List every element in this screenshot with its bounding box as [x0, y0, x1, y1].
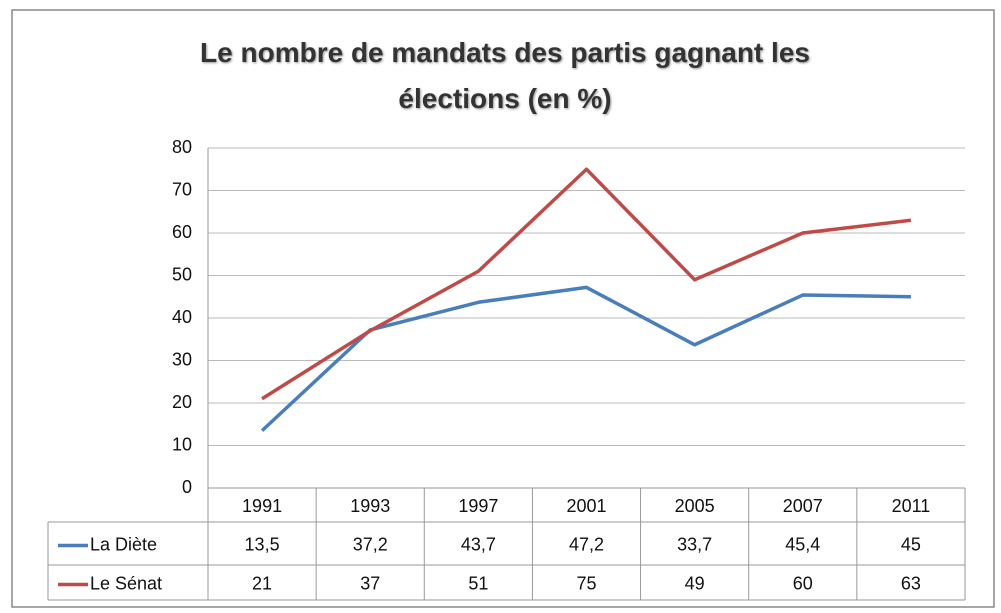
y-tick-label: 70	[172, 179, 192, 199]
table-value: 63	[901, 573, 921, 593]
chart-title: Le nombre de mandats des partis gagnant …	[200, 37, 810, 114]
table-value: 13,5	[245, 534, 280, 554]
y-tick-label: 50	[172, 264, 192, 284]
y-tick-label: 30	[172, 349, 192, 369]
x-tick-label: 2007	[783, 496, 823, 516]
y-tick-label: 80	[172, 137, 192, 157]
table-value: 43,7	[461, 534, 496, 554]
x-tick-label: 1993	[350, 496, 390, 516]
table-value: 37	[360, 573, 380, 593]
table-value: 45	[901, 534, 921, 554]
legend-label: La Diète	[90, 534, 157, 554]
y-tick-label: 20	[172, 392, 192, 412]
y-tick-label: 0	[182, 477, 192, 497]
y-tick-label: 10	[172, 434, 192, 454]
table-value: 47,2	[569, 534, 604, 554]
table-value: 75	[576, 573, 596, 593]
chart-frame	[11, 9, 995, 608]
table-value: 37,2	[353, 534, 388, 554]
x-tick-label: 2011	[892, 496, 931, 516]
table-value: 51	[468, 573, 488, 593]
table-value: 45,4	[785, 534, 820, 554]
legend-label: Le Sénat	[90, 573, 162, 593]
table-value: 33,7	[677, 534, 712, 554]
x-tick-label: 1991	[242, 496, 282, 516]
table-value: 60	[793, 573, 813, 593]
series-line	[261, 167, 912, 401]
x-tick-label: 2005	[675, 496, 715, 516]
table-value: 49	[685, 573, 705, 593]
x-tick-label: 2001	[566, 496, 606, 516]
table-value: 21	[252, 573, 272, 593]
y-tick-label: 60	[172, 222, 192, 242]
y-tick-label: 40	[172, 307, 192, 327]
x-tick-label: 1997	[458, 496, 498, 516]
